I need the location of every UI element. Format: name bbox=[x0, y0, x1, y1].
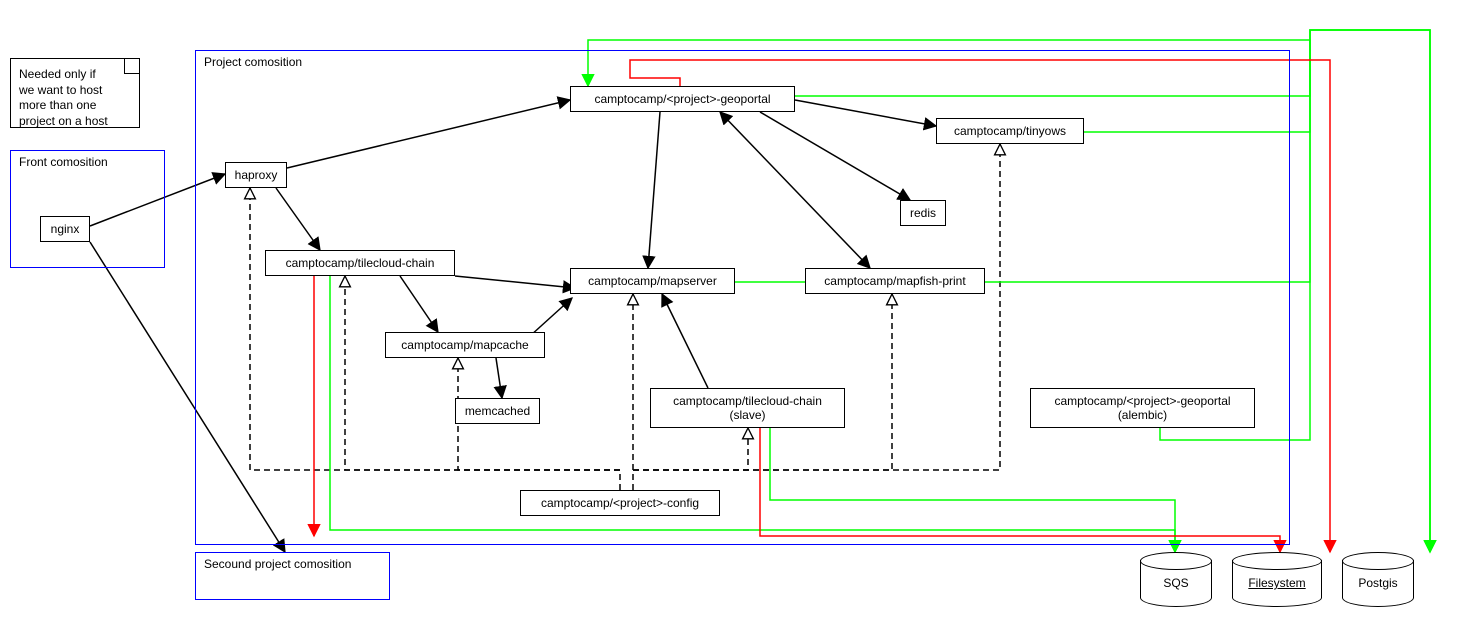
node-redis: redis bbox=[900, 200, 946, 226]
node-mapserver: camptocamp/mapserver bbox=[570, 268, 735, 294]
node-tinyows: camptocamp/tinyows bbox=[936, 118, 1084, 144]
cylinder-sqs: SQS bbox=[1140, 560, 1210, 607]
container-label: Project comosition bbox=[204, 55, 302, 69]
node-memcached: memcached bbox=[455, 398, 540, 424]
node-config: camptocamp/<project>-config bbox=[520, 490, 720, 516]
note-text: Needed only if we want to host more than… bbox=[19, 67, 108, 128]
container-front-composition: Front comosition bbox=[10, 150, 165, 268]
node-haproxy: haproxy bbox=[225, 162, 287, 188]
container-second-project-composition: Secound project comosition bbox=[195, 552, 390, 600]
note-needed-only-if: Needed only if we want to host more than… bbox=[10, 58, 140, 128]
node-tilecloud-chain-slave: camptocamp/tilecloud-chain (slave) bbox=[650, 388, 845, 428]
container-label: Front comosition bbox=[19, 155, 108, 169]
node-mapcache: camptocamp/mapcache bbox=[385, 332, 545, 358]
node-mapfish-print: camptocamp/mapfish-print bbox=[805, 268, 985, 294]
cylinder-filesystem: Filesystem bbox=[1232, 560, 1320, 607]
node-tilecloud-chain: camptocamp/tilecloud-chain bbox=[265, 250, 455, 276]
node-geoportal-alembic: camptocamp/<project>-geoportal (alembic) bbox=[1030, 388, 1255, 428]
container-project-composition: Project comosition bbox=[195, 50, 1290, 545]
container-label: Secound project comosition bbox=[204, 557, 351, 571]
node-geoportal: camptocamp/<project>-geoportal bbox=[570, 86, 795, 112]
node-nginx: nginx bbox=[40, 216, 90, 242]
cylinder-postgis: Postgis bbox=[1342, 560, 1412, 607]
